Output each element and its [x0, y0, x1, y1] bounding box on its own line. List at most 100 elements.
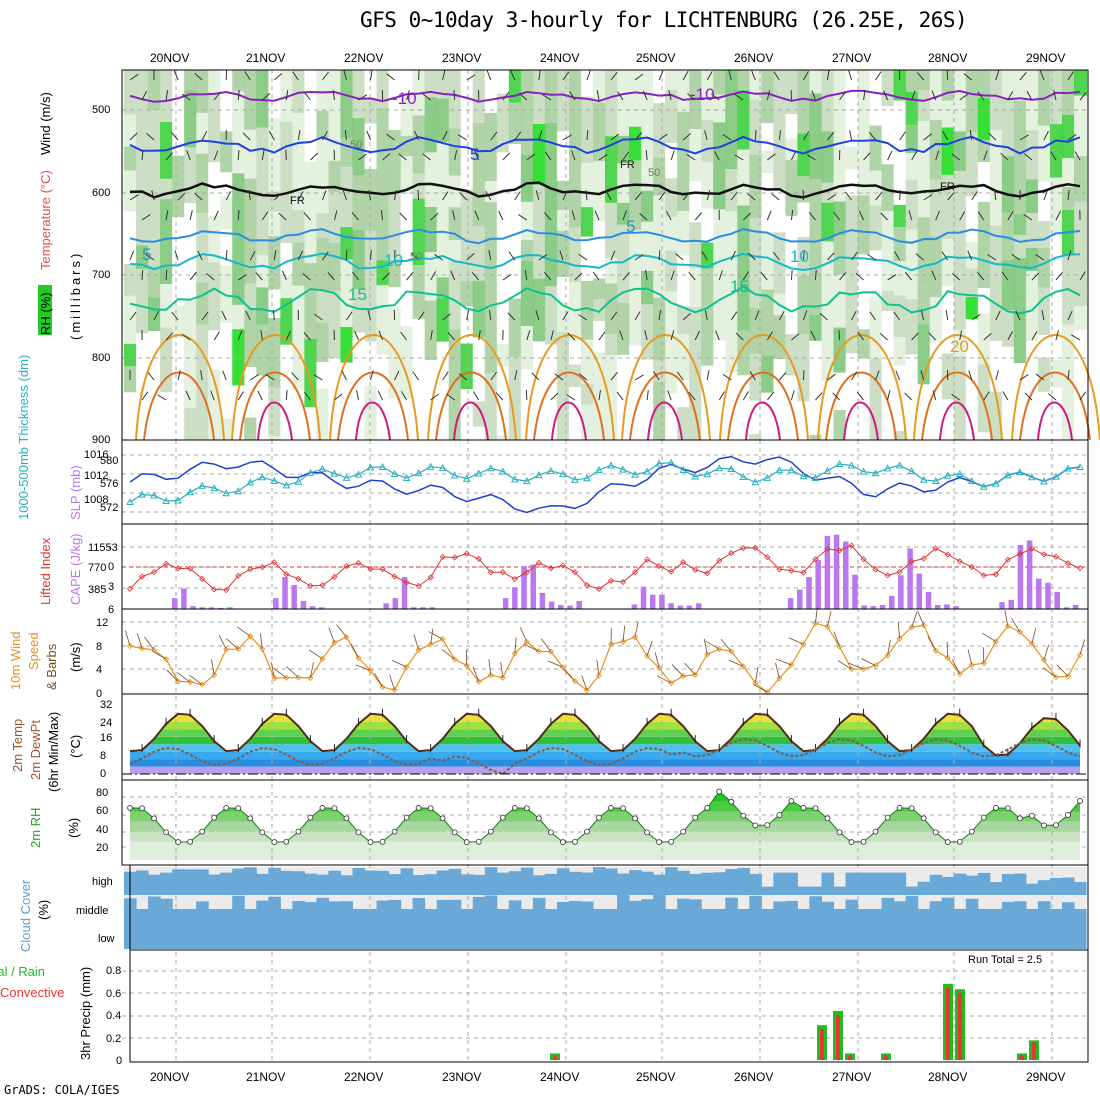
wind-barb — [728, 659, 744, 667]
wind-barb — [472, 666, 480, 682]
convective-bar — [848, 1055, 852, 1060]
cloud-cover-cell — [761, 923, 774, 949]
cloud-cover-cell — [412, 875, 426, 895]
wind-barb — [773, 71, 780, 81]
wind-barb — [586, 129, 589, 141]
wind-speed-marker — [836, 643, 843, 650]
wind-barb — [237, 391, 244, 401]
cape-bar — [208, 607, 215, 609]
rh-shade-cell — [1061, 386, 1075, 435]
thickness-tick-label: 572 — [100, 502, 118, 514]
rh-shade-cell — [256, 255, 270, 288]
cape-bar — [695, 603, 702, 609]
wind-barb — [622, 151, 630, 161]
thickness-marker — [667, 458, 675, 466]
rh-shade-cell — [340, 227, 354, 260]
wind-barb — [285, 389, 288, 401]
wind-speed-marker — [824, 623, 831, 630]
rh-shade-cell — [797, 70, 811, 134]
cloud-cover-cell — [1037, 880, 1051, 895]
rh-marker — [127, 805, 133, 811]
wind-barb — [490, 131, 498, 141]
cloud-cover-cell — [520, 867, 534, 895]
wind-barb — [1055, 210, 1062, 221]
rh-shade-cell — [580, 280, 594, 340]
rh-shade-cell — [220, 322, 234, 388]
wind-speed-marker — [1040, 657, 1047, 664]
cloud-cover-cell — [532, 875, 546, 895]
cape-tick-label: 770 — [88, 562, 106, 574]
rh-shade-cell — [316, 237, 330, 259]
rh-shade-cell — [677, 255, 691, 307]
contour-label: 10 — [790, 247, 809, 266]
thickness-marker — [775, 466, 784, 474]
rh-axis-label: RH (%) — [38, 292, 53, 335]
rh-tick-label: 60 — [96, 805, 108, 817]
wind-barb — [540, 638, 552, 652]
wind-barb — [1043, 190, 1048, 201]
cloud-cover-cell — [520, 923, 534, 949]
wind-barb — [165, 210, 169, 221]
rh-shade-cell — [1025, 247, 1039, 272]
rh-shade-cell — [785, 264, 799, 335]
wind-barb — [766, 331, 774, 341]
wind-barb — [772, 251, 780, 261]
isotherm-20-inner — [533, 371, 605, 441]
rh-shade-cell — [400, 156, 414, 195]
rh-shade-cell — [1061, 158, 1075, 188]
rh-marker — [824, 815, 831, 822]
wind-barb — [171, 132, 179, 141]
isotherm-5 — [129, 227, 1081, 245]
cloud-cover-cell — [809, 886, 823, 895]
rh-shade-cell — [701, 365, 715, 400]
rh-shade-cell — [304, 283, 318, 340]
rh-shade-cell — [592, 321, 606, 353]
wind-barb — [705, 640, 720, 650]
rh-marker — [187, 838, 194, 845]
rh-shade-cell — [1001, 373, 1015, 416]
wind-barb — [1011, 618, 1021, 633]
wind-speed-marker — [138, 645, 146, 652]
rh-shade-cell — [400, 96, 414, 137]
credit-label: GrADS: COLA/IGES — [4, 1083, 120, 1097]
cloud-cover-cell — [172, 909, 185, 923]
cape-bar — [861, 605, 867, 609]
wind-speed-marker — [728, 648, 735, 655]
lifted-index-marker — [439, 553, 446, 561]
wind-speed-marker — [271, 675, 278, 682]
wind-barb — [610, 71, 618, 81]
cape-bar — [1072, 605, 1079, 609]
rh-shade-cell — [472, 247, 486, 281]
wind-barb — [1079, 639, 1086, 655]
rh-shade-cell — [881, 311, 895, 345]
wind-barb — [442, 313, 451, 321]
rh-shade-cell — [725, 281, 739, 329]
rh-marker — [872, 828, 879, 835]
wind-barb — [562, 134, 572, 141]
wind-barb — [963, 73, 973, 81]
rh-shade-cell — [881, 211, 895, 234]
rh-shade-cell — [520, 260, 534, 327]
rh-shade-cell — [869, 205, 883, 251]
lifted-index-marker — [499, 569, 506, 576]
rh-shade-cell — [268, 211, 282, 237]
cloud-cover-cell — [845, 872, 859, 895]
cloud-cover-cell — [989, 909, 1003, 923]
isotherm-minus10 — [129, 89, 1081, 103]
thickness-marker — [1004, 471, 1012, 479]
wind-barb — [141, 214, 151, 221]
thickness-marker — [739, 472, 748, 481]
wind-barb — [310, 152, 319, 161]
rh-marker — [271, 839, 278, 845]
lifted-index-marker — [583, 582, 591, 589]
wind-barb — [706, 190, 711, 201]
cloud-cover-cell — [797, 923, 810, 949]
wind-barb — [694, 212, 703, 221]
wind-barb — [639, 212, 648, 221]
wind-barb — [519, 92, 528, 101]
cloud-cover-cell — [556, 868, 570, 895]
cloud-cover-cell — [1001, 874, 1015, 895]
cloud-cover-cell — [136, 909, 149, 923]
rh-shade-cell — [761, 172, 775, 232]
thickness-marker — [462, 474, 471, 482]
